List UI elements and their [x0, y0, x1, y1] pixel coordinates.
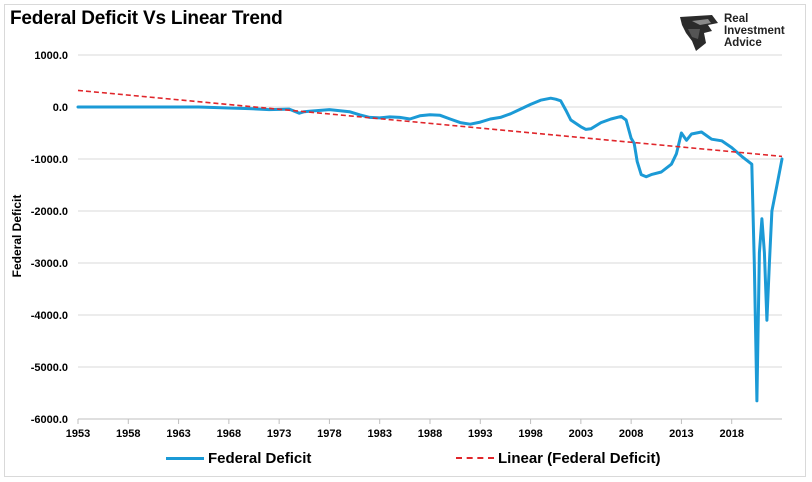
legend-item-federal-deficit: Federal Deficit: [166, 446, 311, 470]
x-tick-label: 2013: [669, 428, 693, 440]
x-tick-label: 1978: [317, 428, 341, 440]
logo-text: Real Investment Advice: [724, 13, 785, 49]
x-tick-label: 1983: [367, 428, 391, 440]
y-tick-label: 1000.0: [34, 50, 68, 62]
eagle-head-icon: [680, 15, 718, 51]
y-tick-labels: 1000.0 0.0 -1000.0 -2000.0 -3000.0 -4000.0 -50…: [31, 50, 68, 426]
y-tick-label: -5000.0: [31, 362, 68, 374]
plot-area: [76, 89, 784, 403]
x-tick-label: 1988: [418, 428, 442, 440]
series-line-federal-deficit: [76, 96, 784, 403]
y-tick-label: -4000.0: [31, 310, 68, 322]
logo-line-1: Real: [724, 13, 749, 25]
x-tick-label: 1953: [66, 428, 90, 440]
y-tick-label: -2000.0: [31, 206, 68, 218]
x-tick-label: 1973: [267, 428, 291, 440]
legend-item-linear-trend: Linear (Federal Deficit): [456, 446, 661, 470]
gridlines: [78, 54, 782, 420]
legend-swatch-dashed: [456, 457, 494, 459]
x-tick-label: 1958: [116, 428, 140, 440]
logo-line-3: Advice: [724, 37, 762, 49]
series-line-linear-trend: [77, 89, 783, 158]
logo-line-2: Investment: [724, 25, 785, 37]
x-tick-label: 2008: [619, 428, 643, 440]
x-tick-labels: 1953 1958 1963 1968 1973 1978 1983 1988 1993 1998…: [66, 418, 782, 440]
x-tick-label: 1998: [518, 428, 542, 440]
y-tick-label: -6000.0: [31, 414, 68, 426]
x-tick-label: 2003: [569, 428, 593, 440]
legend-swatch-solid: [166, 456, 204, 460]
x-tick-label: 1968: [217, 428, 241, 440]
chart-title: Federal Deficit Vs Linear Trend: [10, 8, 283, 29]
y-tick-label: -1000.0: [31, 154, 68, 166]
y-tick-label: 0.0: [53, 102, 68, 114]
y-tick-label: -3000.0: [31, 258, 68, 270]
brand-logo: Real Investment Advice: [678, 13, 808, 55]
x-tick-label: 1993: [468, 428, 492, 440]
legend-label: Linear (Federal Deficit): [498, 449, 661, 467]
chart-frame: [4, 4, 806, 477]
y-axis-label: Federal Deficit: [10, 195, 24, 278]
x-tick-label: 1963: [166, 428, 190, 440]
legend: Federal Deficit Linear (Federal Deficit): [0, 446, 812, 470]
legend-label: Federal Deficit: [208, 449, 312, 467]
x-tick-label: 2018: [719, 428, 743, 440]
